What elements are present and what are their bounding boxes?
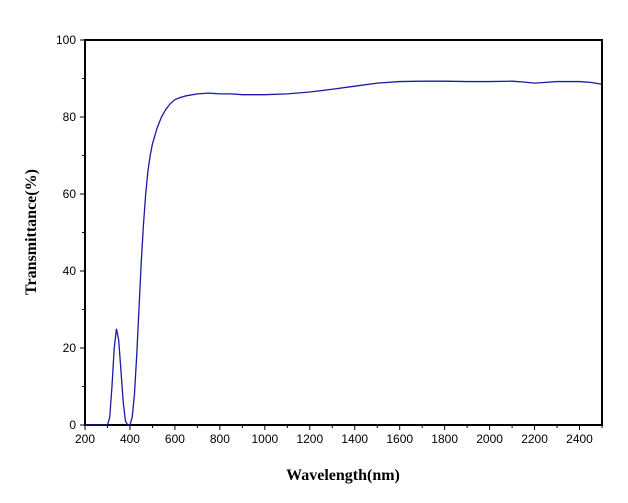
x-tick-label: 600 [165, 432, 185, 446]
y-tick-label: 0 [69, 418, 76, 432]
x-tick-label: 2400 [566, 432, 593, 446]
x-tick-label: 1800 [431, 432, 458, 446]
x-tick-label: 2000 [476, 432, 503, 446]
plot-frame [84, 39, 603, 426]
x-tick-label: 200 [75, 432, 95, 446]
x-axis-title: Wavelength(nm) [286, 467, 400, 484]
ticks-layer: 200 400 600 800 1000 1200 1400 1600 1800 2000 2200… [56, 33, 603, 446]
x-tick-label: 1600 [386, 432, 413, 446]
y-tick-label: 80 [63, 110, 77, 124]
y-tick-label: 20 [63, 341, 77, 355]
y-tick-label: 40 [63, 264, 77, 278]
x-tick-label: 1200 [296, 432, 323, 446]
x-tick-label: 1400 [341, 432, 368, 446]
y-tick-label: 100 [56, 33, 76, 47]
y-tick-label: 60 [63, 187, 77, 201]
x-tick-label: 2200 [521, 432, 548, 446]
x-tick-label: 400 [120, 432, 140, 446]
transmittance-line [85, 80, 603, 426]
x-tick-label: 800 [210, 432, 230, 446]
y-axis-title: Transmittance(%) [23, 169, 40, 295]
x-tick-label: 1000 [251, 432, 278, 446]
